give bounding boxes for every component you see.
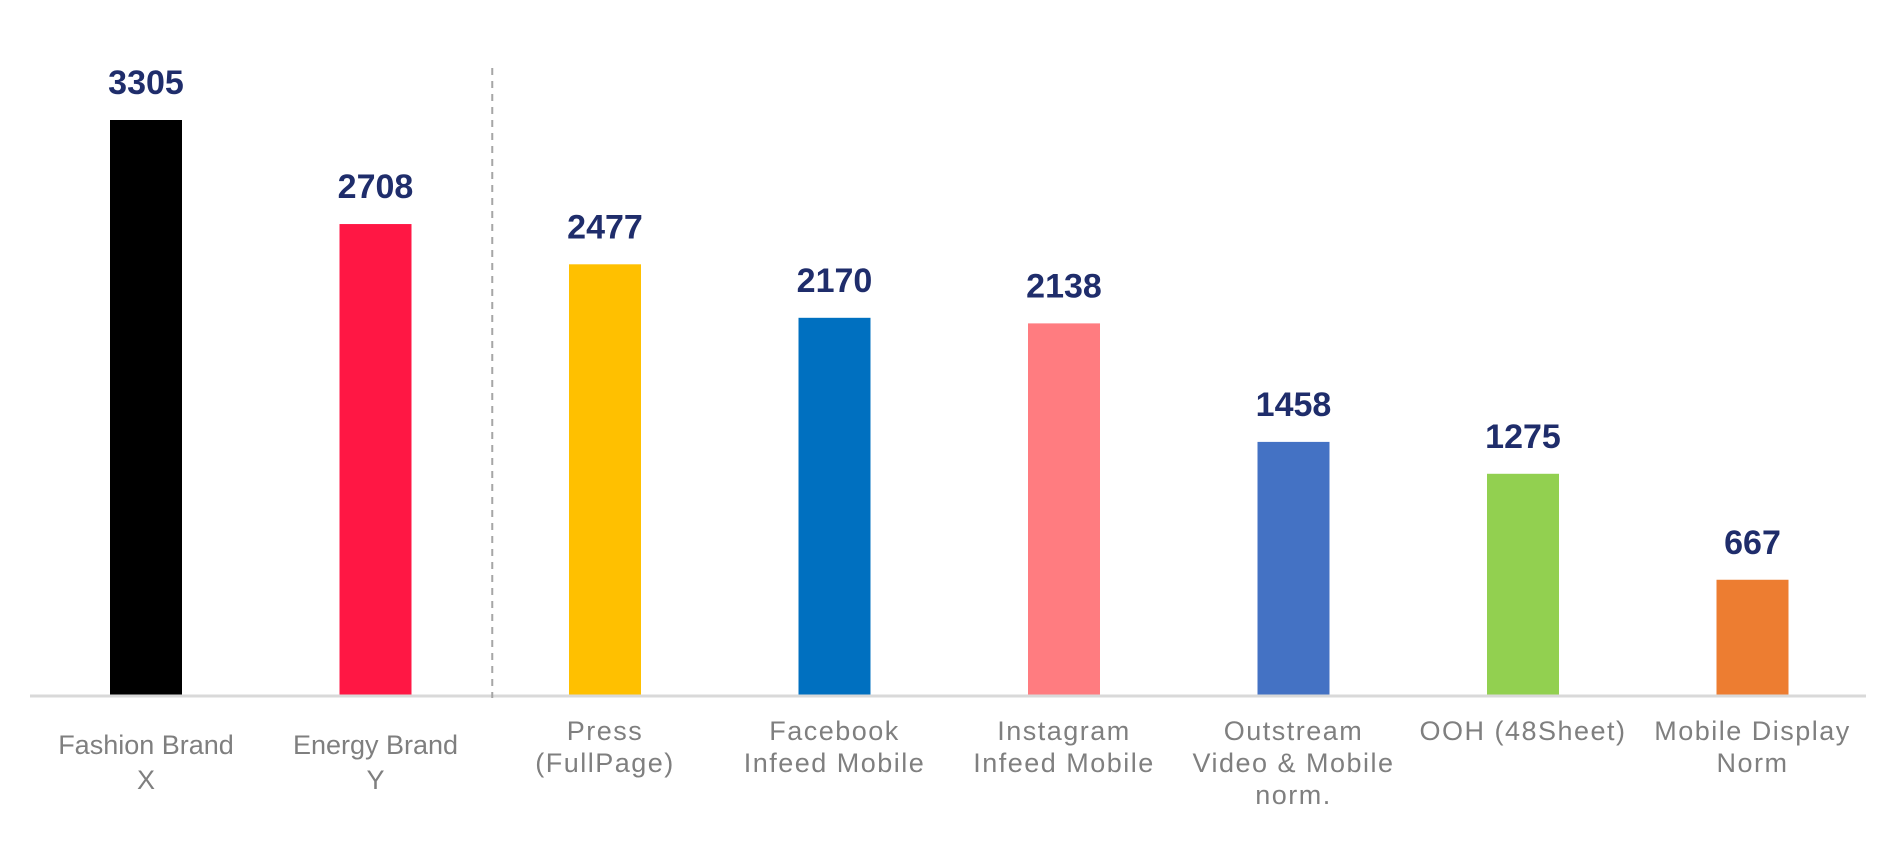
x-tick-label-line: Facebook (769, 716, 900, 746)
bar-0 (110, 120, 182, 696)
data-label-5: 1458 (1256, 386, 1332, 424)
bar-7 (1716, 579, 1789, 696)
data-label-7: 667 (1724, 524, 1781, 562)
x-tick-label-line: Instagram (997, 716, 1131, 746)
bar-6 (1487, 473, 1559, 696)
data-label-3: 2170 (797, 262, 873, 300)
x-tick-label-line: X (137, 765, 155, 795)
bar-4 (1028, 323, 1100, 696)
x-tick-label-line: Norm (1717, 748, 1789, 778)
x-tick-label-5: Outstream Video & Mobile norm. (1192, 716, 1394, 810)
bar-1 (339, 224, 412, 696)
x-tick-label-1: Energy Brand Y (293, 730, 458, 795)
bar-5 (1257, 441, 1330, 696)
x-tick-label-0: Fashion Brand X (58, 730, 234, 795)
x-tick-label-6: OOH (48Sheet) (1419, 716, 1626, 746)
category-labels-layer: Fashion Brand X Energy Brand Y Press (FullPag… (58, 716, 1851, 810)
data-label-0: 3305 (108, 64, 184, 102)
data-label-4: 2138 (1026, 267, 1102, 305)
x-tick-label-3: Facebook Infeed Mobile (744, 716, 926, 778)
x-tick-label-line: Video & Mobile (1192, 748, 1394, 778)
bar-2 (569, 264, 641, 696)
x-tick-label-line: Fashion Brand (58, 730, 234, 760)
data-label-6: 1275 (1485, 418, 1561, 456)
data-label-1: 2708 (338, 168, 414, 206)
bar-3 (798, 317, 871, 696)
value-labels-layer: 3305 2708 2477 2170 2138 1458 1275 667 (108, 64, 1781, 562)
x-tick-label-line: Outstream (1224, 716, 1364, 746)
x-tick-label-line: OOH (48Sheet) (1419, 716, 1626, 746)
data-label-2: 2477 (567, 208, 643, 246)
x-tick-label-line: (FullPage) (535, 748, 675, 778)
x-tick-label-line: Energy Brand (293, 730, 458, 760)
x-tick-label-line: Infeed Mobile (744, 748, 926, 778)
x-tick-label-line: Mobile Display (1654, 716, 1851, 746)
x-tick-label-7: Mobile Display Norm (1654, 716, 1851, 778)
x-tick-label-line: norm. (1255, 780, 1332, 810)
x-tick-label-line: Infeed Mobile (973, 748, 1155, 778)
bars-layer (110, 120, 1789, 696)
x-tick-label-4: Instagram Infeed Mobile (973, 716, 1155, 778)
x-tick-label-2: Press (FullPage) (535, 716, 675, 778)
x-tick-label-line: Y (366, 765, 384, 795)
x-tick-label-line: Press (567, 716, 644, 746)
